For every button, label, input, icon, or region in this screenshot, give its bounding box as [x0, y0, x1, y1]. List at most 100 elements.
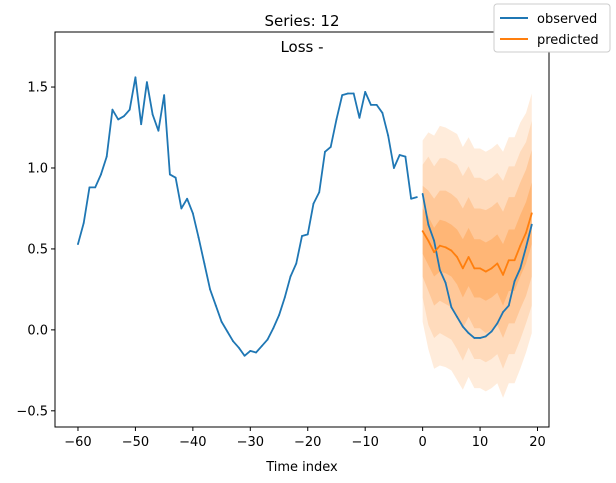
- data-point-observed: [100, 173, 102, 176]
- data-point-predicted: [484, 270, 487, 273]
- data-point-predicted: [467, 256, 470, 258]
- data-point-observed: [335, 118, 338, 121]
- data-point-observed: [375, 103, 378, 106]
- data-point-predicted: [473, 267, 476, 270]
- data-point-observed: [450, 306, 453, 309]
- data-point-observed: [358, 116, 361, 119]
- data-point-observed: [140, 123, 143, 126]
- series-line-predicted-2: [421, 213, 533, 276]
- data-point-observed: [146, 81, 148, 84]
- data-point-observed: [174, 176, 177, 179]
- data-point-observed: [289, 275, 292, 278]
- data-point-observed: [197, 236, 200, 239]
- prediction-band-1: [422, 93, 532, 398]
- data-point-predicted: [490, 267, 493, 270]
- data-point-observed: [530, 223, 533, 226]
- data-point-observed: [393, 167, 395, 169]
- data-point-observed: [484, 335, 487, 338]
- data-point-observed: [88, 186, 91, 189]
- series-line-observed-1: [421, 193, 533, 339]
- series-lines: [77, 76, 533, 357]
- x-axis: −60 −50 −40 −30 −20 −10 0 10 20: [64, 427, 546, 450]
- data-point-observed: [94, 186, 97, 189]
- data-point-observed: [163, 94, 166, 97]
- data-point-observed: [456, 316, 458, 318]
- data-point-observed: [415, 196, 418, 199]
- y-tick-label: 1.5: [27, 81, 48, 96]
- data-point-predicted: [530, 212, 533, 215]
- data-point-observed: [117, 118, 120, 121]
- legend-predicted-label: predicted: [537, 33, 599, 48]
- data-point-observed: [525, 246, 527, 249]
- data-point-observed: [249, 350, 252, 352]
- prediction-band-4: [422, 182, 532, 306]
- x-axis-label: Time index: [265, 460, 338, 475]
- data-point-observed: [519, 267, 522, 270]
- x-tick-label: 0: [418, 435, 426, 450]
- prediction-band-2: [422, 121, 532, 369]
- chart-title: Series: 12: [264, 12, 339, 30]
- data-point-predicted: [461, 267, 464, 270]
- data-point-observed: [438, 269, 441, 271]
- data-point-observed: [387, 134, 390, 137]
- data-point-observed: [134, 76, 137, 79]
- data-point-predicted: [438, 244, 441, 247]
- data-point-observed: [272, 327, 275, 330]
- data-point-observed: [513, 280, 516, 283]
- data-point-observed: [123, 115, 125, 118]
- data-point-observed: [220, 320, 223, 323]
- data-point-observed: [232, 340, 234, 343]
- data-point-predicted: [456, 256, 458, 258]
- data-point-observed: [507, 304, 510, 307]
- prediction-band-3: [422, 150, 532, 338]
- legend-observed-label: observed: [537, 12, 597, 27]
- data-point-observed: [467, 332, 470, 335]
- data-point-observed: [410, 197, 413, 200]
- data-point-predicted: [433, 251, 436, 254]
- data-point-observed: [180, 207, 183, 210]
- y-axis: −0.5 0.0 0.5 1.0 1.5: [16, 81, 55, 419]
- data-point-predicted: [519, 244, 522, 247]
- x-tick-label: 20: [529, 435, 546, 450]
- data-point-predicted: [479, 267, 481, 270]
- data-point-observed: [352, 92, 355, 95]
- chart-subtitle: Loss -: [280, 38, 323, 56]
- data-point-observed: [479, 337, 481, 339]
- x-tick-label: −20: [294, 435, 321, 450]
- data-point-observed: [128, 108, 131, 111]
- data-point-predicted: [421, 230, 424, 233]
- x-tick-label: −30: [237, 435, 264, 450]
- data-point-observed: [398, 154, 401, 156]
- data-point-observed: [209, 288, 211, 291]
- data-point-predicted: [496, 262, 499, 265]
- data-point-observed: [318, 191, 321, 194]
- data-point-observed: [381, 112, 384, 114]
- data-point-observed: [255, 351, 257, 354]
- data-point-observed: [404, 155, 407, 158]
- data-point-observed: [306, 233, 309, 236]
- y-tick-label: 1.0: [27, 161, 48, 176]
- data-point-observed: [237, 346, 240, 349]
- data-point-observed: [370, 103, 372, 106]
- data-point-predicted: [507, 259, 510, 262]
- data-point-observed: [364, 91, 367, 93]
- data-point-observed: [301, 235, 303, 237]
- legend: observed predicted: [493, 3, 611, 53]
- y-tick-label: 0.5: [27, 242, 48, 257]
- data-point-observed: [312, 202, 315, 205]
- data-point-observed: [151, 113, 154, 116]
- data-point-observed: [278, 314, 280, 317]
- data-point-observed: [421, 192, 424, 195]
- y-tick-label: −0.5: [16, 404, 48, 419]
- data-point-observed: [260, 345, 263, 347]
- data-point-observed: [266, 338, 269, 341]
- data-point-observed: [203, 262, 206, 265]
- data-point-observed: [82, 222, 85, 224]
- data-point-observed: [243, 354, 246, 357]
- data-point-observed: [347, 92, 349, 95]
- x-tick-label: −40: [179, 435, 206, 450]
- data-point-observed: [191, 212, 194, 215]
- data-point-observed: [111, 108, 114, 111]
- prediction-bands: [422, 93, 532, 398]
